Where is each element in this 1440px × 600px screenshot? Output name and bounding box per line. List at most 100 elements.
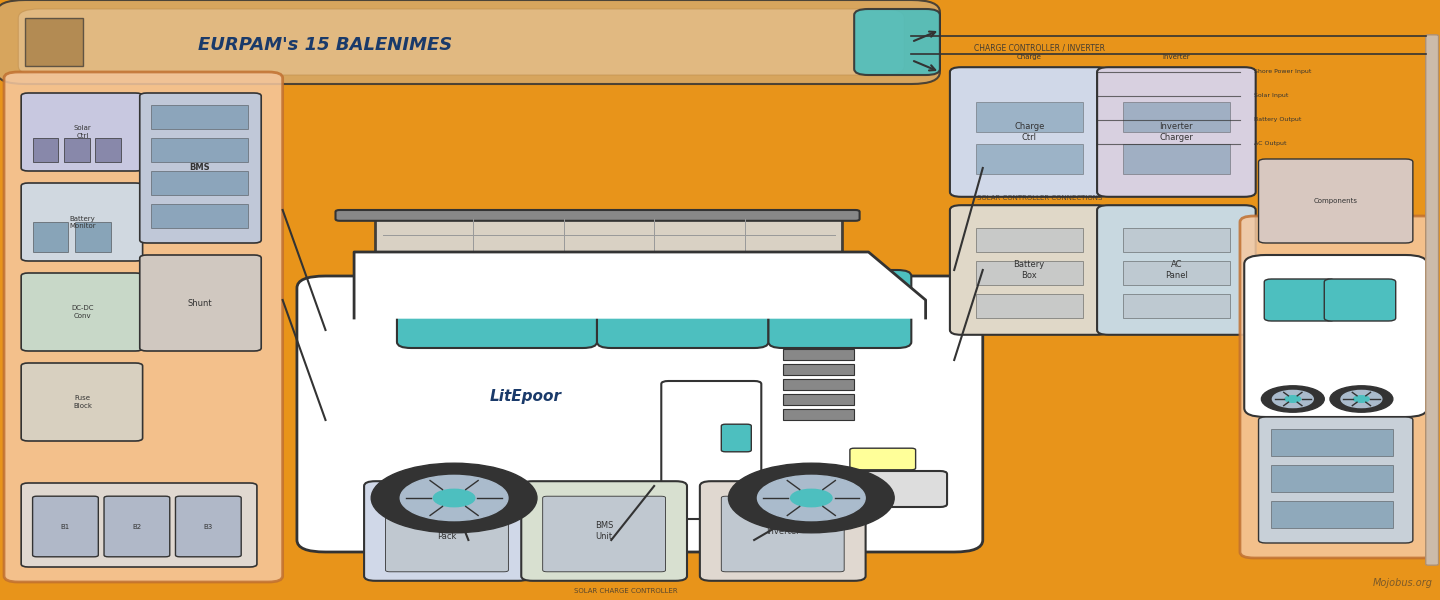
Bar <box>783 394 854 405</box>
Circle shape <box>400 475 508 521</box>
Text: Battery
Monitor: Battery Monitor <box>69 215 96 229</box>
FancyBboxPatch shape <box>0 0 940 84</box>
FancyBboxPatch shape <box>1240 216 1437 558</box>
Text: Shore Power Input: Shore Power Input <box>1254 70 1312 74</box>
FancyBboxPatch shape <box>1426 35 1439 565</box>
Bar <box>95 138 121 162</box>
Text: Solar Input: Solar Input <box>1254 94 1289 98</box>
FancyBboxPatch shape <box>850 448 916 470</box>
Bar <box>976 102 1083 132</box>
Bar <box>26 18 82 66</box>
Bar <box>783 349 854 360</box>
Text: BMS: BMS <box>190 163 210 173</box>
Text: Battery
Box: Battery Box <box>1014 260 1045 280</box>
FancyBboxPatch shape <box>818 471 948 507</box>
Text: Mojobus.org: Mojobus.org <box>1372 578 1433 588</box>
FancyBboxPatch shape <box>104 496 170 557</box>
FancyBboxPatch shape <box>176 496 242 557</box>
Bar <box>151 105 248 129</box>
Bar <box>151 138 248 162</box>
Bar <box>976 294 1083 318</box>
Circle shape <box>1331 386 1392 412</box>
Text: LitEpoor: LitEpoor <box>490 389 562 404</box>
Bar <box>976 228 1083 252</box>
Bar <box>1123 144 1230 174</box>
FancyBboxPatch shape <box>700 481 865 581</box>
Bar <box>1123 102 1230 132</box>
Text: EURPAM's 15 BALENIMES: EURPAM's 15 BALENIMES <box>199 36 452 54</box>
Circle shape <box>1261 386 1325 412</box>
FancyBboxPatch shape <box>22 183 143 261</box>
Text: SOLAR CHARGE CONTROLLER: SOLAR CHARGE CONTROLLER <box>573 588 677 594</box>
Bar <box>63 138 89 162</box>
FancyBboxPatch shape <box>19 9 904 75</box>
FancyBboxPatch shape <box>140 93 261 243</box>
Text: B1: B1 <box>60 524 71 530</box>
Bar <box>783 364 854 375</box>
FancyBboxPatch shape <box>376 216 842 255</box>
Bar <box>33 222 68 252</box>
FancyBboxPatch shape <box>854 9 940 75</box>
Text: Fuse
Block: Fuse Block <box>73 395 92 409</box>
FancyBboxPatch shape <box>297 276 982 552</box>
Text: B3: B3 <box>203 524 213 530</box>
Bar <box>1123 294 1230 318</box>
Bar <box>1123 228 1230 252</box>
FancyBboxPatch shape <box>364 481 530 581</box>
Bar <box>75 222 111 252</box>
Bar <box>1272 501 1392 528</box>
Text: CHARGE CONTROLLER / INVERTER: CHARGE CONTROLLER / INVERTER <box>975 43 1106 52</box>
FancyBboxPatch shape <box>1244 255 1427 417</box>
Bar <box>33 138 58 162</box>
Text: Solar
Ctrl: Solar Ctrl <box>73 125 92 139</box>
Text: AC
Panel: AC Panel <box>1165 260 1188 280</box>
FancyBboxPatch shape <box>950 205 1109 335</box>
Text: AC Output: AC Output <box>1254 142 1287 146</box>
FancyBboxPatch shape <box>950 67 1109 197</box>
Text: SOLAR CONTROLLER CONNECTIONS: SOLAR CONTROLLER CONNECTIONS <box>978 195 1103 201</box>
Bar <box>151 204 248 228</box>
FancyBboxPatch shape <box>1097 67 1256 197</box>
FancyBboxPatch shape <box>1259 159 1413 243</box>
FancyBboxPatch shape <box>22 483 256 567</box>
FancyBboxPatch shape <box>33 496 98 557</box>
Circle shape <box>1341 391 1382 407</box>
FancyBboxPatch shape <box>386 496 508 572</box>
Text: Battery Output: Battery Output <box>1254 118 1302 122</box>
Text: Inverter: Inverter <box>766 527 799 535</box>
FancyBboxPatch shape <box>543 496 665 572</box>
Bar <box>1272 429 1392 456</box>
Circle shape <box>433 489 475 506</box>
Text: BMS
Unit: BMS Unit <box>595 521 613 541</box>
FancyBboxPatch shape <box>1325 279 1395 321</box>
Text: DC-DC
Conv: DC-DC Conv <box>72 305 94 319</box>
Bar <box>976 144 1083 174</box>
Text: Charge
Ctrl: Charge Ctrl <box>1014 122 1044 142</box>
FancyBboxPatch shape <box>4 72 282 582</box>
FancyBboxPatch shape <box>769 270 912 348</box>
Text: Components: Components <box>1313 198 1358 204</box>
FancyBboxPatch shape <box>521 481 687 581</box>
FancyBboxPatch shape <box>1097 205 1256 335</box>
FancyBboxPatch shape <box>140 255 261 351</box>
Bar <box>783 409 854 420</box>
Text: Inverter
Charger: Inverter Charger <box>1159 122 1194 142</box>
FancyBboxPatch shape <box>661 381 762 519</box>
Circle shape <box>372 463 537 533</box>
Circle shape <box>757 475 865 521</box>
Text: Inverter: Inverter <box>1162 54 1191 60</box>
FancyBboxPatch shape <box>721 424 752 452</box>
Text: Shunt: Shunt <box>187 298 212 307</box>
Bar <box>151 171 248 195</box>
FancyBboxPatch shape <box>1259 417 1413 543</box>
Circle shape <box>1284 396 1300 402</box>
FancyBboxPatch shape <box>22 363 143 441</box>
Text: B2: B2 <box>132 524 141 530</box>
Circle shape <box>729 463 894 533</box>
FancyBboxPatch shape <box>1264 279 1336 321</box>
Text: Charge: Charge <box>1017 54 1041 60</box>
FancyBboxPatch shape <box>22 273 143 351</box>
FancyBboxPatch shape <box>721 496 844 572</box>
Polygon shape <box>354 252 926 318</box>
Bar <box>1272 465 1392 492</box>
